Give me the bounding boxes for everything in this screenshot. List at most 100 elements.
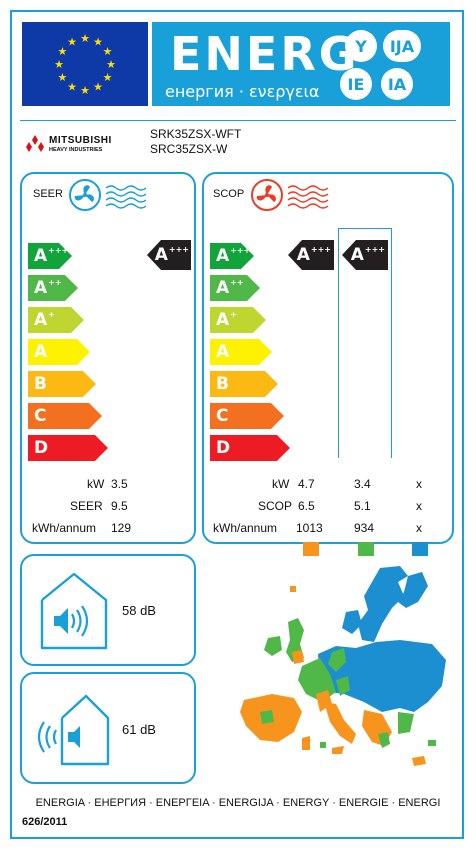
eu-star-icon: ★ — [58, 72, 68, 84]
zone-swatch-average — [358, 542, 374, 556]
heating-average-kw: 3.4 — [354, 477, 371, 491]
heating-scale-class-label: A — [216, 342, 230, 362]
model-outdoor: SRC35ZSX-W — [150, 142, 228, 156]
heating-scale-arrow: D — [210, 435, 290, 461]
heating-spec-label-kw: kW — [272, 477, 290, 491]
heating-warmer-kwh: 1013 — [296, 521, 323, 535]
heating-scale-class-label: A++ — [216, 278, 244, 298]
eu-star-icon: ★ — [106, 59, 116, 71]
heating-scale-arrow: A+ — [210, 307, 266, 333]
eu-star-icon: ★ — [103, 72, 113, 84]
seer-label: SEER — [33, 188, 63, 200]
footer-languages: ENERGIA · ЕНЕРГИЯ · ΕΝΕΡΓΕΙΑ · ENERGIJA … — [35, 797, 441, 809]
cooling-scale-class-label: D — [34, 438, 49, 458]
scop-label: SCOP — [213, 188, 245, 200]
outdoor-sound-icon — [37, 694, 110, 766]
heating-rating-class-warmer: A — [296, 245, 310, 265]
energy-word: ENERG — [170, 27, 360, 81]
zone-swatch-colder — [412, 542, 428, 556]
eu-star-icon: ★ — [67, 36, 77, 48]
eu-star-icon: ★ — [93, 36, 103, 48]
heating-average-scop: 5.1 — [354, 499, 371, 513]
cooling-spec-value-seer: 9.5 — [111, 499, 128, 513]
heating-scale-class-label: C — [216, 406, 229, 426]
heating-spec-label-kwh: kWh/annum — [213, 521, 278, 535]
cooling-rating-class: A — [154, 245, 168, 265]
cooling-scale-class-label: C — [34, 406, 47, 426]
eu-star-icon: ★ — [58, 46, 68, 58]
eu-flag-icon: ★ ★ ★ ★ ★ ★ ★ ★ ★ ★ ★ ★ — [22, 22, 148, 106]
cooling-spec-value-kw: 3.5 — [111, 477, 128, 491]
indoor-noise-panel — [20, 554, 196, 666]
language-badge-ija: IJA — [383, 30, 421, 62]
cooling-scale-class-label: A — [34, 342, 48, 362]
cooling-scale-class-label: A+++ — [34, 246, 69, 266]
cooling-scale-arrow: C — [28, 403, 102, 429]
heating-colder-kw: x — [416, 477, 422, 491]
header-separator — [20, 120, 456, 121]
brand-logo: MITSUBISHI HEAVY INDUSTRIES — [24, 132, 144, 162]
heating-rating-class-average: A — [350, 245, 364, 265]
heating-warmer-kw: 4.7 — [298, 477, 315, 491]
indoor-noise-value: 58 dB — [122, 603, 156, 618]
language-badge-y: Y — [345, 30, 377, 62]
cooling-scale-class-label: B — [34, 374, 47, 394]
heating-spec-label-scop: SCOP — [258, 499, 293, 513]
heating-scale-arrow: A+++ — [210, 243, 254, 269]
heating-scale-arrow: C — [210, 403, 284, 429]
heating-scale-arrow: B — [210, 371, 278, 397]
brand-subtitle: HEAVY INDUSTRIES — [49, 147, 103, 153]
heating-column-divider-1 — [338, 228, 339, 458]
brand-name: MITSUBISHI — [49, 135, 112, 146]
cooling-scale-arrow: A+++ — [28, 243, 72, 269]
heating-colder-kwh: x — [416, 521, 422, 535]
cooling-scale-arrow: A+ — [28, 307, 84, 333]
cooling-rating-sup: +++ — [168, 245, 189, 254]
eu-star-icon: ★ — [103, 46, 113, 58]
cooling-scale-class-label: A+ — [34, 310, 55, 330]
language-badge-ia: IA — [381, 68, 413, 100]
cooling-rating-arrow: A+++ — [147, 240, 191, 270]
brand-diamonds-icon — [26, 135, 44, 152]
eu-star-icon: ★ — [67, 82, 77, 94]
heating-column-divider-2 — [391, 228, 392, 458]
outdoor-noise-panel — [20, 672, 196, 784]
heating-rating-arrow-warmer: A+++ — [288, 240, 334, 270]
heating-scale-class-label: A+ — [216, 310, 237, 330]
heating-warmer-scop: 6.5 — [298, 499, 315, 513]
cooling-spec-label-kwh: kWh/annum — [32, 521, 97, 535]
cooling-scale-class-label: A++ — [34, 278, 62, 298]
zone-swatch-warmer — [303, 542, 319, 556]
heating-rating-arrow-average: A+++ — [342, 240, 388, 270]
outdoor-noise-value: 61 dB — [122, 722, 156, 737]
heating-fan-icon — [251, 179, 329, 211]
heating-panel — [202, 172, 454, 544]
cooling-scale-arrow: B — [28, 371, 96, 397]
eu-star-icon: ★ — [80, 85, 90, 97]
regulation-number: 626/2011 — [22, 816, 68, 828]
heating-average-kwh: 934 — [354, 521, 375, 535]
heating-rating-sup-warmer: +++ — [310, 245, 331, 254]
heating-scale-arrow: A — [210, 339, 272, 365]
language-badge-ie: IE — [340, 68, 372, 100]
cooling-fan-icon — [69, 179, 147, 211]
heating-column-top-line — [338, 228, 392, 229]
indoor-speaker-icon — [40, 572, 108, 650]
energy-subtitle: енергия · ενεργεια — [165, 82, 320, 101]
cooling-spec-label-kw: kW — [87, 477, 105, 491]
cooling-scale-arrow: D — [28, 435, 108, 461]
eu-star-icon: ★ — [54, 59, 64, 71]
cooling-scale-arrow: A++ — [28, 275, 78, 301]
model-indoor: SRK35ZSX-WFT — [150, 127, 242, 141]
heating-scale-arrow: A++ — [210, 275, 260, 301]
heating-rating-sup-average: +++ — [364, 245, 385, 254]
label-frame — [10, 10, 464, 839]
cooling-spec-value-kwh: 129 — [111, 521, 132, 535]
eu-star-icon: ★ — [93, 82, 103, 94]
cooling-scale-arrow: A — [28, 339, 90, 365]
cooling-spec-label-seer: SEER — [70, 499, 103, 513]
heating-scale-class-label: B — [216, 374, 229, 394]
eu-star-icon: ★ — [80, 33, 90, 45]
heating-scale-class-label: D — [216, 438, 231, 458]
heating-scale-class-label: A+++ — [216, 246, 251, 266]
